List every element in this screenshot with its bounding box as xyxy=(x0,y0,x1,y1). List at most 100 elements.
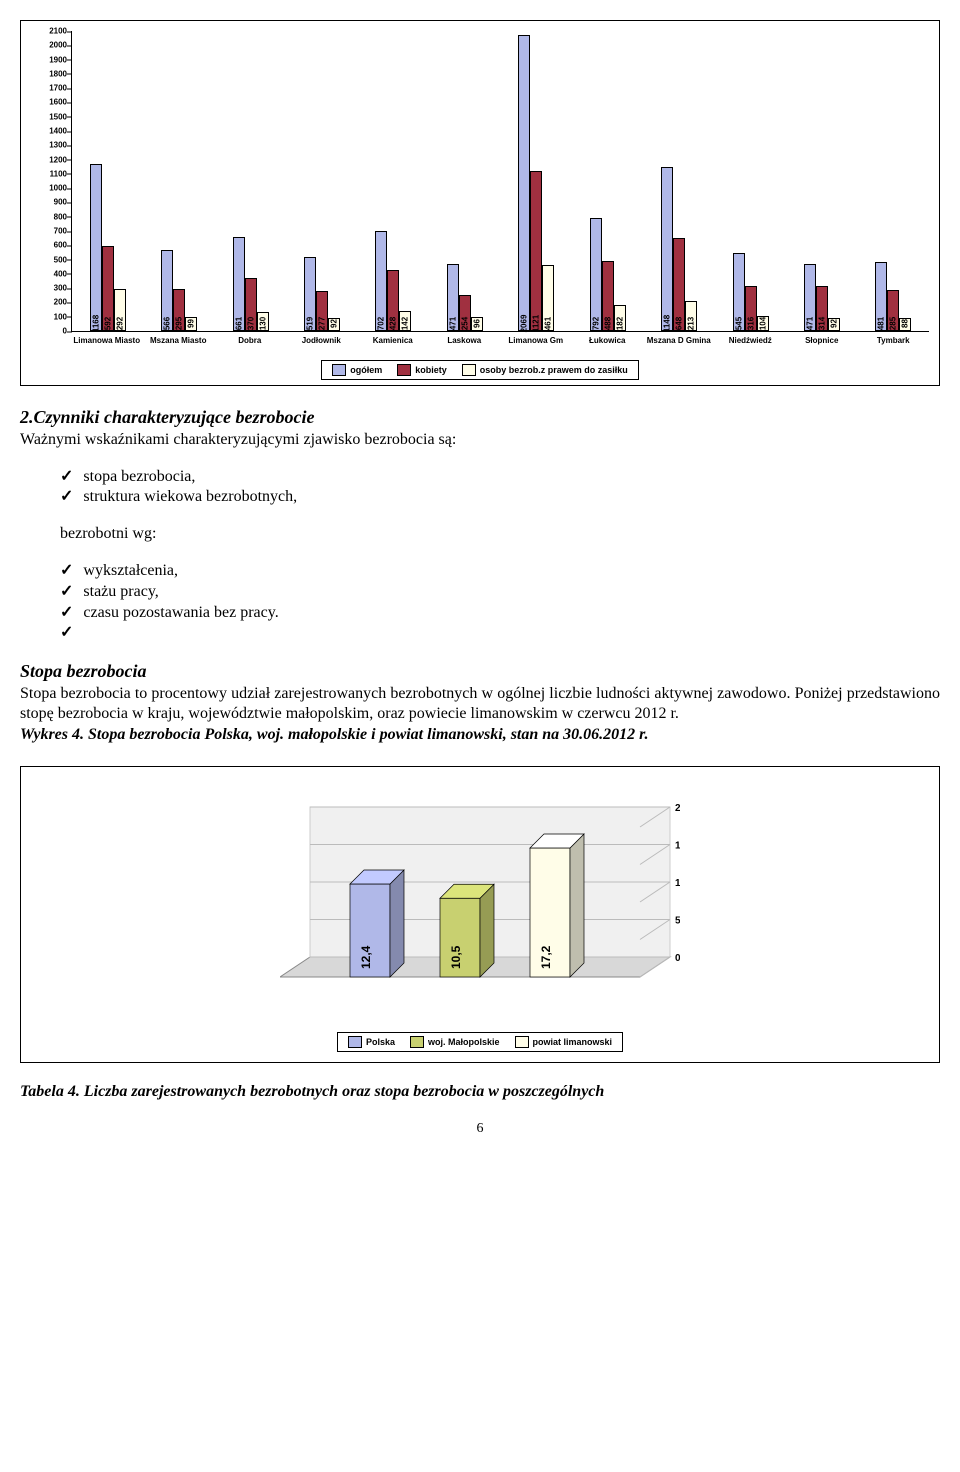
x-labels: Limanowa MiastoMszana MiastoDobraJodłown… xyxy=(71,336,929,345)
bar-value-label: 370 xyxy=(246,317,255,330)
svg-text:5: 5 xyxy=(675,915,680,926)
bar-ogolem: 1168 xyxy=(90,164,102,331)
bar-osoby: 104 xyxy=(757,316,769,331)
y-tick: 200 xyxy=(32,298,67,307)
chart3d-box: 0510152012,410,517,2 Polskawoj. Małopols… xyxy=(20,766,940,1063)
bar-kobiety: 428 xyxy=(387,270,399,331)
x-label: Jodłownik xyxy=(286,336,358,345)
y-tick: 2000 xyxy=(32,41,67,50)
legend-label: woj. Małopolskie xyxy=(428,1037,500,1047)
y-tick: 1600 xyxy=(32,98,67,107)
legend-label: kobiety xyxy=(415,365,447,375)
bar-value-label: 566 xyxy=(163,317,172,330)
y-axis: 0100200300400500600700800900100011001200… xyxy=(32,31,67,331)
bar-osoby: 99 xyxy=(185,317,197,331)
bar-group: 545316104 xyxy=(715,31,786,331)
bar-osoby: 213 xyxy=(685,301,697,331)
bar-group: 792488182 xyxy=(572,31,643,331)
bar-kobiety: 592 xyxy=(102,246,114,331)
checklist-1: stopa bezrobocia,struktura wiekowa bezro… xyxy=(20,467,940,509)
chart3d-svg: 0510152012,410,517,2 xyxy=(280,797,680,1017)
section-body: 2.Czynniki charakteryzujące bezrobocie W… xyxy=(20,406,940,746)
x-label: Niedźwiedź xyxy=(715,336,787,345)
legend-label: ogółem xyxy=(350,365,382,375)
bar-value-label: 702 xyxy=(377,317,386,330)
section-title: 2.Czynniki charakteryzujące bezrobocie xyxy=(20,407,315,427)
y-tick: 700 xyxy=(32,227,67,236)
table-caption: Tabela 4. Liczba zarejestrowanych bezrob… xyxy=(20,1083,940,1101)
x-label: Tymbark xyxy=(858,336,930,345)
y-tick: 800 xyxy=(32,212,67,221)
bar-value-label: 1168 xyxy=(91,315,100,332)
svg-text:20: 20 xyxy=(675,803,680,814)
bar-value-label: 461 xyxy=(544,317,553,330)
legend-item: ogółem xyxy=(332,364,382,376)
svg-text:17,2: 17,2 xyxy=(539,945,553,969)
bar-value-label: 104 xyxy=(758,317,767,330)
bar-value-label: 792 xyxy=(591,317,600,330)
bar-osoby: 92 xyxy=(828,318,840,331)
svg-text:15: 15 xyxy=(675,840,680,851)
legend-swatch xyxy=(462,364,476,376)
bar-kobiety: 1121 xyxy=(530,171,542,331)
bar-value-label: 2069 xyxy=(520,315,529,333)
y-tick: 900 xyxy=(32,198,67,207)
bar-value-label: 519 xyxy=(305,317,314,330)
bar-value-label: 88 xyxy=(901,319,910,328)
checklist-item: stażu pracy, xyxy=(60,582,940,603)
y-tick: 1700 xyxy=(32,84,67,93)
bar-group: 51927792 xyxy=(286,31,357,331)
y-tick: 600 xyxy=(32,241,67,250)
x-label: Kamienica xyxy=(357,336,429,345)
legend-label: powiat limanowski xyxy=(533,1037,613,1047)
x-label: Mszana Miasto xyxy=(143,336,215,345)
bar-value-label: 142 xyxy=(401,317,410,330)
bar-kobiety: 488 xyxy=(602,261,614,331)
legend-item: woj. Małopolskie xyxy=(410,1036,500,1048)
bar-osoby: 92 xyxy=(328,318,340,331)
bar-kobiety: 254 xyxy=(459,295,471,331)
bar-chart-box: 0100200300400500600700800900100011001200… xyxy=(20,20,940,386)
checklist-item: czasu pozostawania bez pracy. xyxy=(60,603,940,624)
svg-text:0: 0 xyxy=(675,953,680,964)
x-label: Łukowica xyxy=(572,336,644,345)
legend-swatch xyxy=(397,364,411,376)
bar-value-label: 182 xyxy=(615,317,624,330)
y-tick: 1800 xyxy=(32,69,67,78)
bar-ogolem: 481 xyxy=(875,262,887,331)
checklist-item: stopa bezrobocia, xyxy=(60,467,940,488)
mid-text: bezrobotni wg: xyxy=(20,524,940,545)
bar-value-label: 1121 xyxy=(532,315,541,332)
bar-group: 47125496 xyxy=(429,31,500,331)
bar-ogolem: 471 xyxy=(447,264,459,331)
bar-ogolem: 2069 xyxy=(518,35,530,331)
bar-value-label: 213 xyxy=(687,317,696,330)
bar-value-label: 1148 xyxy=(663,315,672,332)
legend-swatch xyxy=(332,364,346,376)
bar-value-label: 648 xyxy=(675,317,684,330)
bar-value-label: 488 xyxy=(603,317,612,330)
bar-group: 702428142 xyxy=(358,31,429,331)
bar-value-label: 545 xyxy=(734,317,743,330)
bar-ogolem: 661 xyxy=(233,237,245,331)
bar-kobiety: 370 xyxy=(245,278,257,331)
bar-value-label: 277 xyxy=(317,317,326,330)
page-number: 6 xyxy=(20,1121,940,1137)
bar-value-label: 471 xyxy=(805,317,814,330)
y-tick: 300 xyxy=(32,284,67,293)
bar-kobiety: 316 xyxy=(745,286,757,331)
bar-group: 56629599 xyxy=(143,31,214,331)
legend-item: kobiety xyxy=(397,364,447,376)
bar-kobiety: 285 xyxy=(887,290,899,331)
bar-ogolem: 1148 xyxy=(661,167,673,331)
y-tick: 1400 xyxy=(32,127,67,136)
bar-chart-legend: ogółemkobietyosoby bezrob.z prawem do za… xyxy=(321,360,639,380)
bar-group: 20691121461 xyxy=(501,31,572,331)
y-tick: 500 xyxy=(32,255,67,264)
bar-value-label: 292 xyxy=(115,317,124,330)
y-tick: 1000 xyxy=(32,184,67,193)
bar-ogolem: 545 xyxy=(733,253,745,331)
bar-kobiety: 314 xyxy=(816,286,828,331)
bar-value-label: 254 xyxy=(460,317,469,330)
bar-kobiety: 277 xyxy=(316,291,328,331)
